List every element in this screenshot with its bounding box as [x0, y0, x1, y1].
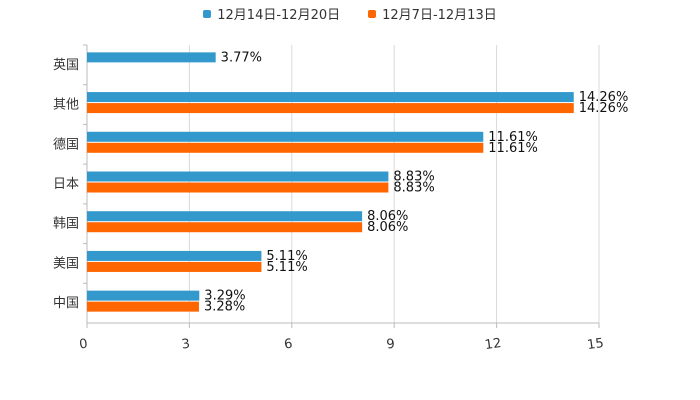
category-label: 德国: [53, 137, 79, 152]
bar[interactable]: [87, 290, 200, 301]
bar[interactable]: [87, 182, 389, 193]
x-tick-label: 6: [283, 337, 293, 353]
data-label: 8.06%: [367, 220, 408, 235]
x-tick-label: 0: [78, 337, 88, 353]
x-tick-label: 9: [386, 337, 396, 353]
data-label: 5.11%: [266, 260, 307, 275]
bar[interactable]: [87, 171, 389, 182]
data-label: 8.83%: [393, 170, 434, 185]
category-label: 其他: [53, 98, 79, 113]
x-tick-label: 3: [181, 337, 191, 353]
bar[interactable]: [87, 52, 216, 63]
legend: 12月14日-12月20日 12月7日-12月13日: [0, 4, 700, 23]
data-label: 11.61%: [488, 141, 538, 156]
data-label: 14.26%: [579, 101, 629, 116]
data-label: 14.26%: [579, 90, 629, 105]
legend-label-series-1: 12月14日-12月20日: [217, 8, 341, 23]
data-label: 8.83%: [393, 181, 434, 196]
data-label: 3.29%: [204, 289, 245, 304]
category-label: 中国: [53, 296, 79, 311]
legend-swatch-series-2: [368, 9, 377, 18]
bar[interactable]: [87, 301, 199, 312]
bar[interactable]: [87, 142, 484, 153]
bar[interactable]: [87, 103, 574, 114]
legend-item-series-1[interactable]: 12月14日-12月20日: [203, 4, 340, 23]
bar[interactable]: [87, 250, 262, 261]
legend-swatch-series-1: [203, 9, 212, 18]
category-label: 英国: [53, 58, 79, 73]
x-tick-label: 15: [586, 336, 604, 353]
data-label: 11.61%: [488, 130, 538, 145]
data-label: 3.77%: [221, 50, 262, 65]
data-label: 5.11%: [266, 249, 307, 264]
category-label: 韩国: [53, 217, 79, 232]
x-tick-label: 12: [484, 336, 502, 353]
legend-item-series-2[interactable]: 12月7日-12月13日: [368, 4, 497, 23]
category-label: 美国: [53, 256, 79, 271]
legend-label-series-2: 12月7日-12月13日: [382, 8, 497, 23]
bar[interactable]: [87, 211, 363, 222]
bar[interactable]: [87, 222, 363, 233]
category-label: 日本: [53, 177, 79, 192]
bar[interactable]: [87, 261, 262, 272]
data-label: 3.28%: [204, 300, 245, 315]
data-label: 8.06%: [367, 209, 408, 224]
bar[interactable]: [87, 92, 574, 103]
bar[interactable]: [87, 131, 484, 142]
